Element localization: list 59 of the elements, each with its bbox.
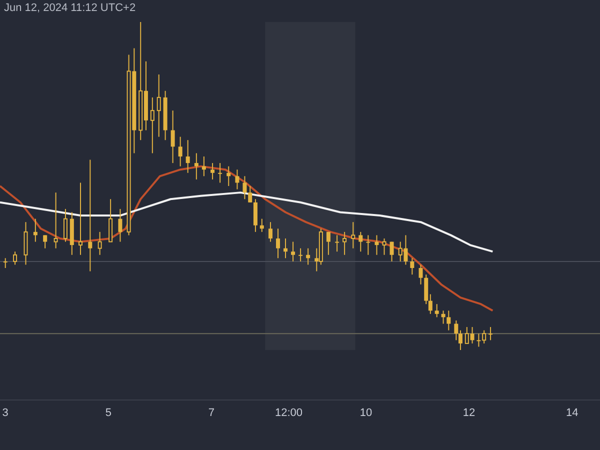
candlestick — [446, 310, 451, 331]
candlestick — [454, 320, 458, 341]
candlestick — [78, 182, 82, 256]
candlestick — [235, 169, 240, 190]
candlestick — [424, 274, 428, 305]
candlestick — [186, 140, 190, 174]
candlestick — [63, 208, 68, 242]
x-tick-label: 5 — [105, 406, 112, 419]
candlestick — [98, 231, 102, 256]
candlestick — [358, 231, 363, 252]
x-tick-label: 10 — [360, 406, 372, 419]
candlestick — [260, 218, 264, 232]
candlestick — [54, 192, 58, 249]
candlestick — [291, 241, 296, 262]
candlestick — [194, 152, 198, 180]
candlestick — [150, 96, 154, 154]
candlestick — [326, 231, 330, 256]
candlestick — [434, 304, 439, 318]
x-tick-label: 12 — [462, 406, 476, 419]
candlestick — [268, 222, 272, 242]
candlestick — [366, 234, 370, 256]
candlestick — [88, 159, 92, 272]
candlestick — [410, 258, 414, 276]
candlestick — [226, 166, 231, 186]
candlestick — [441, 310, 446, 324]
candlestick — [342, 231, 347, 256]
candlestick — [178, 136, 182, 167]
candlestick — [210, 162, 215, 180]
candlestick — [428, 294, 432, 314]
x-tick-label: 7 — [208, 406, 215, 419]
candlestick — [156, 74, 161, 138]
candlestick — [3, 258, 8, 268]
x-tick-label: 3 — [2, 406, 8, 419]
candlestick — [284, 238, 288, 259]
candlestick — [13, 251, 18, 266]
candlestick — [248, 186, 252, 203]
candlestick — [298, 248, 303, 262]
candlestick — [118, 208, 122, 242]
candlestick — [108, 198, 113, 242]
candlestick — [335, 234, 340, 252]
candlestick — [390, 241, 394, 262]
candlestick — [374, 234, 379, 256]
candlestick — [253, 198, 258, 232]
candlestick — [488, 326, 493, 341]
candlestick — [43, 234, 48, 249]
candlestick — [33, 218, 38, 242]
x-tick-label: 14 — [566, 406, 578, 419]
candlestick — [382, 238, 386, 256]
x-tick-label: 12:00 — [274, 406, 302, 419]
candlestick — [170, 110, 175, 164]
candlestick — [276, 228, 280, 259]
text: Jun 12, 2024 11:12 UTC+2 — [4, 2, 136, 14]
candlestick — [218, 162, 222, 184]
candlestick — [306, 248, 310, 266]
candlestick — [24, 222, 28, 266]
candlestick — [418, 264, 423, 285]
candlestick — [458, 330, 462, 350]
candlestick — [202, 156, 206, 177]
candlestick — [242, 176, 247, 200]
